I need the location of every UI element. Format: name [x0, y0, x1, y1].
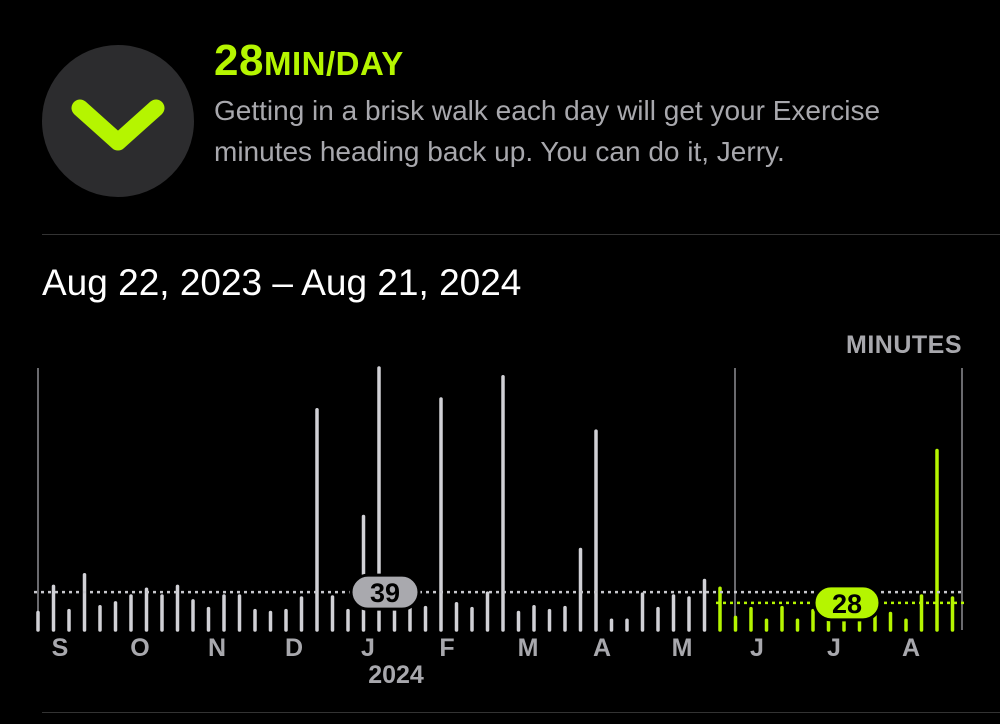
value-number: 28	[214, 36, 264, 85]
x-tick-label: J	[827, 634, 841, 662]
trend-indicator	[42, 45, 194, 197]
coaching-message: Getting in a brisk walk each day will ge…	[214, 95, 881, 167]
average-badge-recent-label: 28	[832, 589, 862, 619]
average-badge-recent	[812, 584, 882, 622]
average-value: 28MIN/DAY	[214, 36, 404, 86]
value-unit: MIN/DAY	[263, 45, 404, 82]
x-tick-label: M	[518, 634, 539, 662]
x-tick-label: A	[593, 634, 611, 662]
x-tick-label: J	[361, 634, 375, 662]
x-tick-label: D	[285, 634, 303, 662]
exercise-minutes-chart: MINUTES 39 28 S O N D J F M A M J J A 2024	[34, 331, 964, 689]
x-year-label: 2024	[368, 661, 424, 689]
x-tick-label: N	[208, 634, 226, 662]
average-badge-year	[349, 573, 421, 611]
x-tick-label: M	[672, 634, 693, 662]
date-range: Aug 22, 2023 – Aug 21, 2024	[42, 262, 522, 303]
chevron-down-icon	[71, 99, 165, 151]
x-tick-label: A	[902, 634, 920, 662]
y-axis-label: MINUTES	[846, 331, 962, 359]
divider-bottom	[42, 712, 1000, 713]
x-tick-label: S	[52, 634, 69, 662]
x-tick-label: J	[750, 634, 764, 662]
average-badge-year-label: 39	[370, 578, 400, 608]
divider-top	[42, 234, 1000, 235]
x-tick-label: O	[130, 634, 149, 662]
x-tick-label: F	[439, 634, 454, 662]
